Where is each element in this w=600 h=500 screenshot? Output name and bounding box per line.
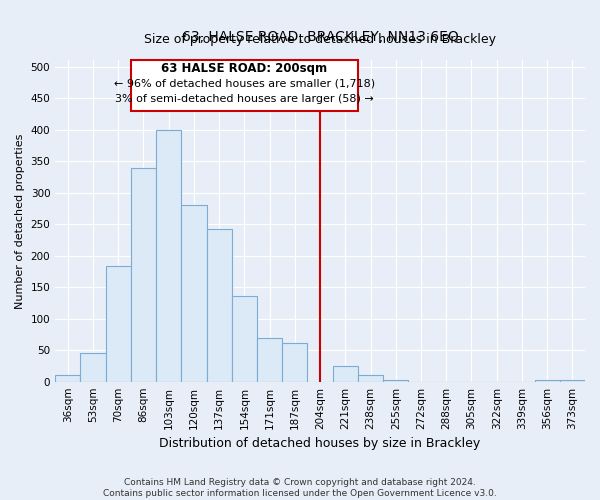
FancyBboxPatch shape [131,60,358,111]
Bar [358,376,383,382]
Bar [257,338,282,382]
Bar [55,376,80,382]
Bar [232,296,257,382]
Bar [332,366,358,382]
Bar [156,130,181,382]
Bar [181,206,206,382]
Bar [106,266,131,382]
Text: Contains HM Land Registry data © Crown copyright and database right 2024.
Contai: Contains HM Land Registry data © Crown c… [103,478,497,498]
Bar [383,380,409,382]
Text: ← 96% of detached houses are smaller (1,718): ← 96% of detached houses are smaller (1,… [114,78,375,88]
Text: Size of property relative to detached houses in Brackley: Size of property relative to detached ho… [144,33,496,46]
Title: 63, HALSE ROAD, BRACKLEY, NN13 6EQ: 63, HALSE ROAD, BRACKLEY, NN13 6EQ [182,30,458,44]
Text: 63 HALSE ROAD: 200sqm: 63 HALSE ROAD: 200sqm [161,62,328,74]
Bar [206,228,232,382]
X-axis label: Distribution of detached houses by size in Brackley: Distribution of detached houses by size … [160,437,481,450]
Y-axis label: Number of detached properties: Number of detached properties [15,134,25,308]
Text: 3% of semi-detached houses are larger (58) →: 3% of semi-detached houses are larger (5… [115,94,374,104]
Bar [535,380,560,382]
Bar [80,352,106,382]
Bar [131,168,156,382]
Bar [560,380,585,382]
Bar [282,342,307,382]
